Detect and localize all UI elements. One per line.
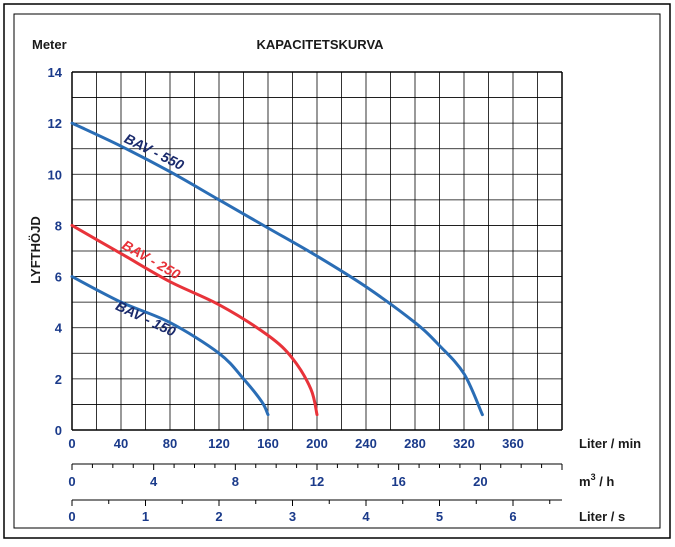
chart-title: KAPACITETSKURVA: [256, 37, 384, 52]
x-tick-label-liter-s: 6: [509, 509, 516, 524]
x-tick-label-liter-s: 0: [68, 509, 75, 524]
x-tick-label-liter-min: 160: [257, 436, 279, 451]
y-tick-label: 2: [55, 372, 62, 387]
x-tick-label-m3h: 4: [150, 474, 158, 489]
y-axis-title: LYFTHÖJD: [28, 216, 43, 283]
x-tick-label-liter-min: 40: [114, 436, 128, 451]
y-axis-unit-label: Meter: [32, 37, 67, 52]
x-tick-label-m3h: 0: [68, 474, 75, 489]
x-tick-label-liter-s: 5: [436, 509, 443, 524]
x-tick-label-liter-s: 3: [289, 509, 296, 524]
x-tick-label-liter-min: 320: [453, 436, 475, 451]
y-tick-label: 10: [48, 167, 62, 182]
x-tick-label-liter-min: 240: [355, 436, 377, 451]
x-tick-label-liter-min: 120: [208, 436, 230, 451]
x-tick-label-m3h: 20: [473, 474, 487, 489]
x-axis-unit-liter-min: Liter / min: [579, 436, 641, 451]
x-tick-label-m3h: 8: [232, 474, 239, 489]
x-tick-label-liter-min: 280: [404, 436, 426, 451]
y-tick-label: 6: [55, 270, 62, 285]
x-tick-label-liter-min: 200: [306, 436, 328, 451]
outer-frame: [3, 3, 671, 539]
x-tick-label-liter-min: 0: [68, 436, 75, 451]
y-tick-labels: 0 2 4 6 8 10 12 14: [48, 65, 63, 438]
x-tick-label-m3h: 16: [391, 474, 405, 489]
series-line: [70, 121, 484, 417]
x-tick-label-liter-min: 360: [502, 436, 524, 451]
grid: [71, 71, 563, 431]
x-tick-label-liter-s: 2: [215, 509, 222, 524]
inner-frame: [13, 13, 661, 529]
y-tick-label: 0: [55, 423, 62, 438]
y-tick-label: 8: [55, 218, 62, 233]
y-tick-label: 14: [48, 65, 63, 80]
series-line: [70, 275, 270, 417]
x-tick-label-liter-s: 1: [142, 509, 149, 524]
x-tick-label-liter-s: 4: [362, 509, 370, 524]
x-axis-unit-liter-s: Liter / s: [579, 509, 625, 524]
series-line: [70, 223, 319, 417]
x-tick-label-liter-min: 80: [163, 436, 177, 451]
y-tick-label: 4: [55, 321, 63, 336]
x-axis-unit-m3h: m3 / h: [579, 472, 614, 489]
series-layer: [70, 121, 484, 417]
y-tick-label: 12: [48, 116, 62, 131]
x-tick-label-m3h: 12: [310, 474, 324, 489]
